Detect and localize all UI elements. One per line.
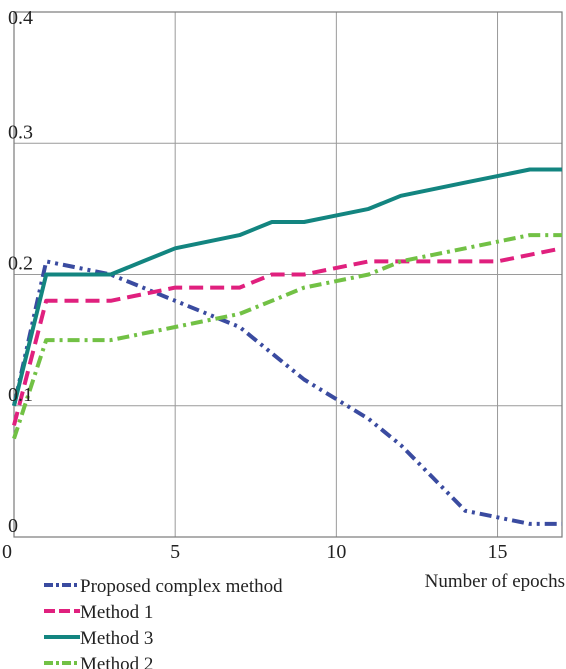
legend-label-3: Method 3: [80, 628, 153, 649]
series-lines: [12, 167, 563, 526]
x-tick-label-2: 10: [326, 541, 346, 563]
x-tick-label-3: 15: [488, 541, 508, 563]
series-line-4: [12, 233, 562, 440]
y-tick-label-3: 0.3: [8, 121, 33, 143]
legend: Proposed complex method Method 1 Method 3 M…: [44, 576, 283, 669]
legend-label-1: Proposed complex method: [80, 576, 283, 597]
y-tick-label-0: 0: [8, 515, 18, 537]
legend-label-2: Method 1: [80, 602, 153, 623]
series-line-2: [12, 246, 563, 426]
y-tick-label-1: 0.1: [8, 384, 33, 406]
x-axis-label: Number of epochs: [425, 571, 565, 592]
plot-frame: [13, 11, 563, 538]
y-tick-label-2: 0.2: [8, 253, 33, 275]
y-axis-ticks: 0 0.1 0.2 0.3 0.4: [8, 7, 33, 537]
x-tick-label-0: 0: [2, 541, 12, 563]
x-axis-ticks: 0 5 10 15: [2, 541, 508, 563]
legend-label-4: Method 2: [80, 654, 153, 669]
series-line-3: [12, 167, 562, 407]
y-tick-label-4: 0.4: [8, 7, 33, 29]
x-tick-label-1: 5: [170, 541, 180, 563]
